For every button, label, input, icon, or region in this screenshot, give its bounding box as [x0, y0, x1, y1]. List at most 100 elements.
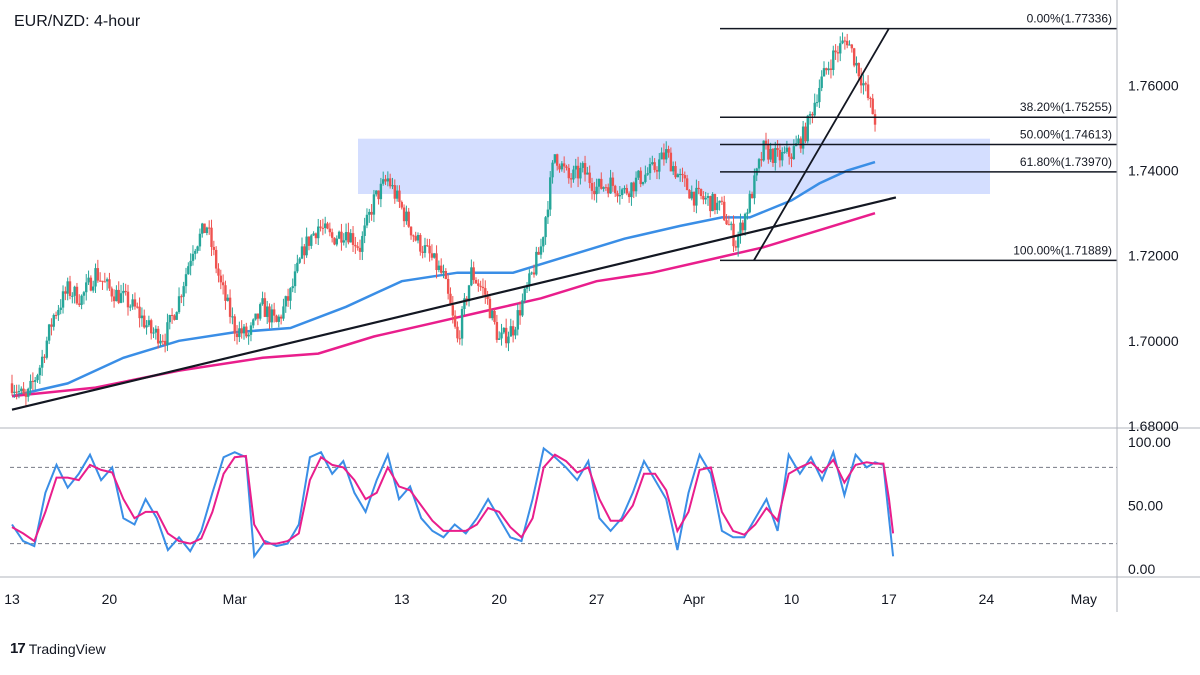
candle-body [871, 98, 874, 115]
candle-body [29, 380, 32, 389]
candle-body [103, 281, 106, 283]
candle [370, 204, 373, 221]
candle-body [96, 268, 100, 281]
candle [681, 167, 684, 183]
fibonacci-levels: 0.00%(1.77336) 38.20%(1.75255) 50.00%(1.74… [720, 12, 1117, 262]
rising-trendline [11, 196, 897, 411]
time-tick-label: May [1071, 591, 1097, 607]
candle [252, 318, 255, 329]
time-tick-label: 13 [394, 591, 410, 607]
candle-body [154, 328, 158, 333]
candle [549, 171, 552, 216]
candle-body [300, 246, 304, 259]
candle [672, 161, 675, 176]
candle-body [572, 169, 575, 180]
candle-body [625, 188, 628, 194]
candle [328, 222, 332, 237]
fib-level-label: 50.00%(1.74613) [1020, 128, 1112, 142]
candle-body [208, 227, 211, 229]
candle-body [581, 163, 584, 168]
candle-body [537, 251, 540, 255]
candle [493, 308, 496, 325]
candle-body [725, 220, 728, 225]
candle [296, 254, 299, 274]
candle-body [690, 191, 693, 199]
candle [54, 311, 58, 320]
candle-body [247, 334, 250, 337]
candle [82, 290, 86, 305]
candle-body [170, 314, 174, 316]
candle [36, 373, 39, 383]
candle [147, 315, 151, 327]
candle [567, 164, 570, 184]
candle-body [781, 152, 784, 161]
candle [504, 318, 508, 348]
candle-body [203, 223, 206, 234]
candle-body [637, 170, 640, 178]
candle-body [398, 190, 401, 203]
candle [583, 155, 587, 182]
candle [699, 188, 703, 200]
candle-body [409, 226, 413, 236]
candle-body [850, 44, 854, 49]
candle-body [61, 291, 65, 308]
candle-body [839, 43, 842, 54]
candle-body [785, 147, 789, 152]
candle-body [393, 185, 396, 199]
candle-body [402, 207, 406, 222]
candle-body [282, 306, 285, 319]
candle [739, 213, 742, 244]
candle [523, 287, 526, 304]
candle-body [488, 298, 492, 319]
candle [453, 310, 457, 329]
candle-body [138, 306, 141, 319]
candle-body [391, 185, 394, 187]
candle-body [514, 329, 517, 336]
candle [562, 156, 566, 173]
candle [655, 166, 659, 180]
candle [395, 185, 399, 202]
candle [337, 230, 341, 240]
candle-body [453, 315, 457, 327]
candle-body [36, 375, 39, 381]
candle-body [660, 152, 663, 160]
candle [384, 174, 387, 186]
candle [245, 322, 248, 339]
candle [256, 313, 260, 326]
candle-body [825, 68, 828, 71]
candle [386, 171, 390, 187]
candle-body [87, 277, 90, 283]
candle-body [433, 253, 436, 258]
candle-body [569, 178, 573, 180]
candle-body [518, 310, 522, 316]
candle [716, 196, 719, 214]
candle-body [764, 140, 768, 144]
candle-body [732, 223, 735, 247]
candle [159, 334, 162, 347]
candle [10, 374, 14, 396]
stochastic-panel [10, 446, 1117, 560]
candle-body [820, 76, 823, 88]
candle [688, 189, 691, 199]
candle-body [303, 246, 306, 256]
candle-body [259, 304, 262, 319]
candle-body [68, 281, 72, 296]
tradingview-brand[interactable]: 17 TradingView [10, 640, 106, 657]
candle [210, 219, 213, 256]
candle [228, 289, 232, 324]
candle [143, 309, 146, 329]
candle [300, 237, 304, 260]
candle [713, 193, 717, 215]
candle-body [567, 167, 570, 179]
candle [792, 139, 796, 160]
candle [214, 246, 218, 274]
candle-body [358, 247, 362, 252]
candle [24, 389, 28, 406]
candle-body [386, 178, 390, 182]
candle [667, 145, 670, 158]
candle-body [94, 268, 97, 287]
candle [702, 191, 705, 205]
candle-body [699, 189, 703, 196]
candle [59, 299, 62, 315]
